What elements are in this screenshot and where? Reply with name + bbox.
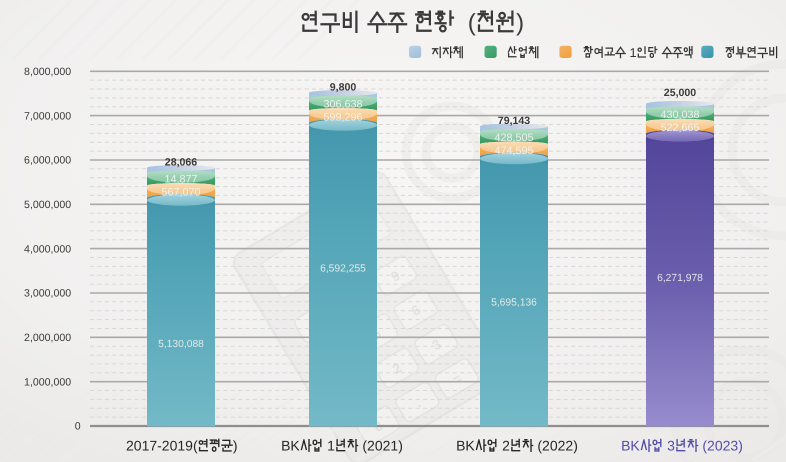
svg-text:28,066: 28,066 (165, 156, 198, 168)
svg-text:3,000,000: 3,000,000 (24, 288, 71, 300)
svg-text:2,000,000: 2,000,000 (24, 332, 71, 344)
svg-text:3: 3 (663, 437, 675, 453)
svg-text:BK: BK (621, 437, 640, 453)
svg-text:428,505: 428,505 (494, 132, 533, 144)
svg-text:8,000,000: 8,000,000 (24, 66, 71, 78)
svg-text:0: 0 (75, 421, 81, 433)
svg-text:7,000,000: 7,000,000 (24, 110, 71, 122)
svg-text:6,592,255: 6,592,255 (320, 263, 366, 274)
svg-text:4,000,000: 4,000,000 (24, 243, 71, 255)
svg-text:): ) (233, 437, 238, 453)
svg-text:1: 1 (626, 45, 637, 60)
svg-text:9,800: 9,800 (330, 81, 357, 93)
svg-text:79,143: 79,143 (498, 115, 531, 127)
svg-text:5,130,088: 5,130,088 (158, 339, 204, 350)
svg-text:5,000,000: 5,000,000 (24, 199, 71, 211)
svg-text:2: 2 (498, 437, 510, 453)
svg-text:(2021): (2021) (359, 437, 403, 453)
svg-text:567,070: 567,070 (161, 186, 200, 198)
svg-text:14,877: 14,877 (164, 173, 197, 185)
svg-text:25,000: 25,000 (664, 87, 697, 99)
svg-text:.: . (412, 395, 424, 411)
svg-text:BK: BK (281, 437, 300, 453)
svg-text:(: ( (454, 9, 475, 36)
svg-text:430,038: 430,038 (660, 109, 699, 121)
svg-text:BK: BK (456, 437, 475, 453)
svg-text:522,665: 522,665 (660, 122, 699, 134)
svg-text:(2023): (2023) (699, 437, 743, 453)
svg-text:1,000,000: 1,000,000 (24, 376, 71, 388)
svg-text:1: 1 (323, 437, 335, 453)
svg-text:474,595: 474,595 (494, 145, 533, 157)
svg-text:(2022): (2022) (534, 437, 578, 453)
svg-text:6,271,978: 6,271,978 (657, 273, 703, 284)
svg-text:306,638: 306,638 (323, 98, 362, 110)
svg-text:599,296: 599,296 (323, 111, 362, 123)
svg-text:5,695,136: 5,695,136 (491, 298, 537, 309)
svg-text:6,000,000: 6,000,000 (24, 155, 71, 167)
svg-text:2017-2019(: 2017-2019( (126, 437, 198, 453)
svg-text:): ) (516, 9, 524, 36)
